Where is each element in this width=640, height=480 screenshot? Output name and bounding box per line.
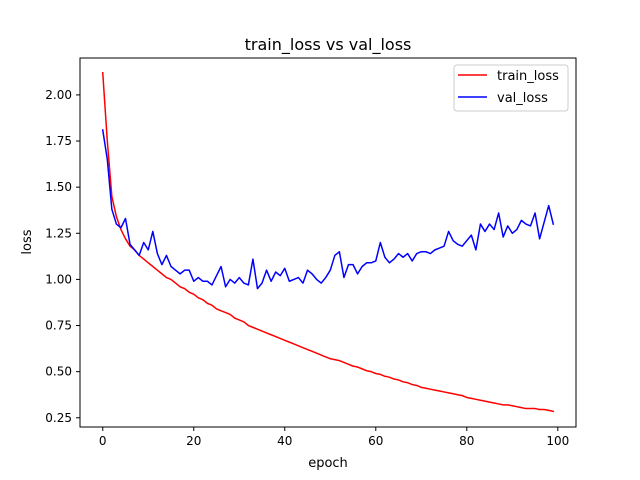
y-tick-label: 1.00 (45, 272, 72, 286)
y-tick-label: 0.25 (45, 411, 72, 425)
legend: train_loss val_loss (453, 64, 569, 112)
y-tick-label: 1.25 (45, 226, 72, 240)
axes-frame (79, 57, 577, 428)
x-axis-label: epoch (308, 456, 348, 471)
legend-box (453, 64, 569, 112)
x-tick-label: 80 (459, 434, 474, 448)
y-tick-label: 2.00 (45, 88, 72, 102)
x-tick-label: 60 (368, 434, 383, 448)
series-line-val-loss (101, 129, 555, 290)
x-axis-ticks: 0 20 40 60 80 100 (99, 427, 569, 448)
series-line-train-loss (101, 71, 555, 413)
y-tick-label: 1.50 (45, 180, 72, 194)
x-tick-label: 40 (277, 434, 292, 448)
x-tick-label: 20 (186, 434, 201, 448)
y-tick-label: 0.50 (45, 365, 72, 379)
plot-lines (101, 71, 555, 413)
y-axis-label: loss (20, 229, 35, 254)
legend-label-train-loss: train_loss (497, 69, 559, 84)
legend-label-val-loss: val_loss (497, 91, 548, 106)
x-tick-label: 100 (546, 434, 569, 448)
y-tick-label: 0.75 (45, 319, 72, 333)
y-axis-ticks: 0.25 0.50 0.75 1.00 1.25 1.50 1.75 2.00 (45, 88, 80, 425)
chart-title: train_loss vs val_loss (245, 35, 412, 55)
y-tick-label: 1.75 (45, 134, 72, 148)
x-tick-label: 0 (99, 434, 107, 448)
